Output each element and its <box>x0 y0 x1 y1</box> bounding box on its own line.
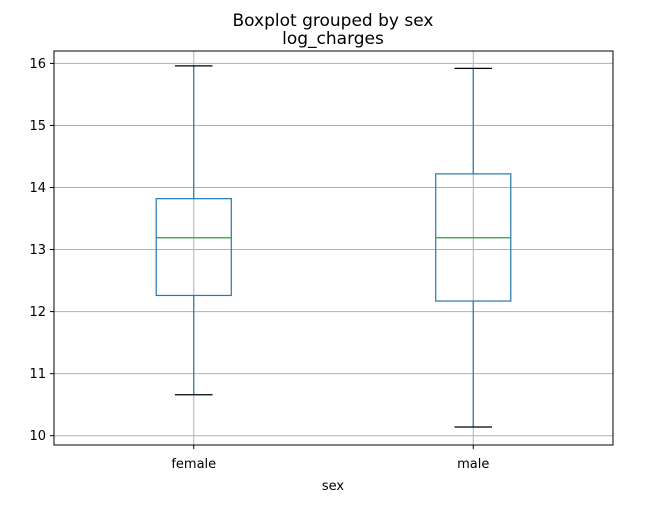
x-axis-label: sex <box>322 479 345 494</box>
box-female <box>155 65 232 396</box>
chart-subtitle: log_charges <box>282 29 384 49</box>
x-tick-label: female <box>171 457 216 472</box>
box-male <box>435 67 512 428</box>
iqr-box <box>155 198 232 297</box>
chart-title: Boxplot grouped by sex <box>233 11 434 31</box>
y-tick-label: 11 <box>29 367 46 382</box>
box-layer <box>155 65 512 428</box>
y-tick-label: 15 <box>29 119 46 134</box>
tick-layer: 10 11 12 13 14 15 16 female male <box>29 57 489 472</box>
y-tick-label: 13 <box>29 243 46 258</box>
y-tick-label: 12 <box>29 305 46 320</box>
x-tick-label: male <box>457 457 489 472</box>
y-tick-label: 10 <box>29 429 46 444</box>
plot-frame <box>53 50 614 446</box>
grid-layer <box>54 51 613 445</box>
y-tick-label: 16 <box>29 57 46 72</box>
y-tick-label: 14 <box>29 181 46 196</box>
